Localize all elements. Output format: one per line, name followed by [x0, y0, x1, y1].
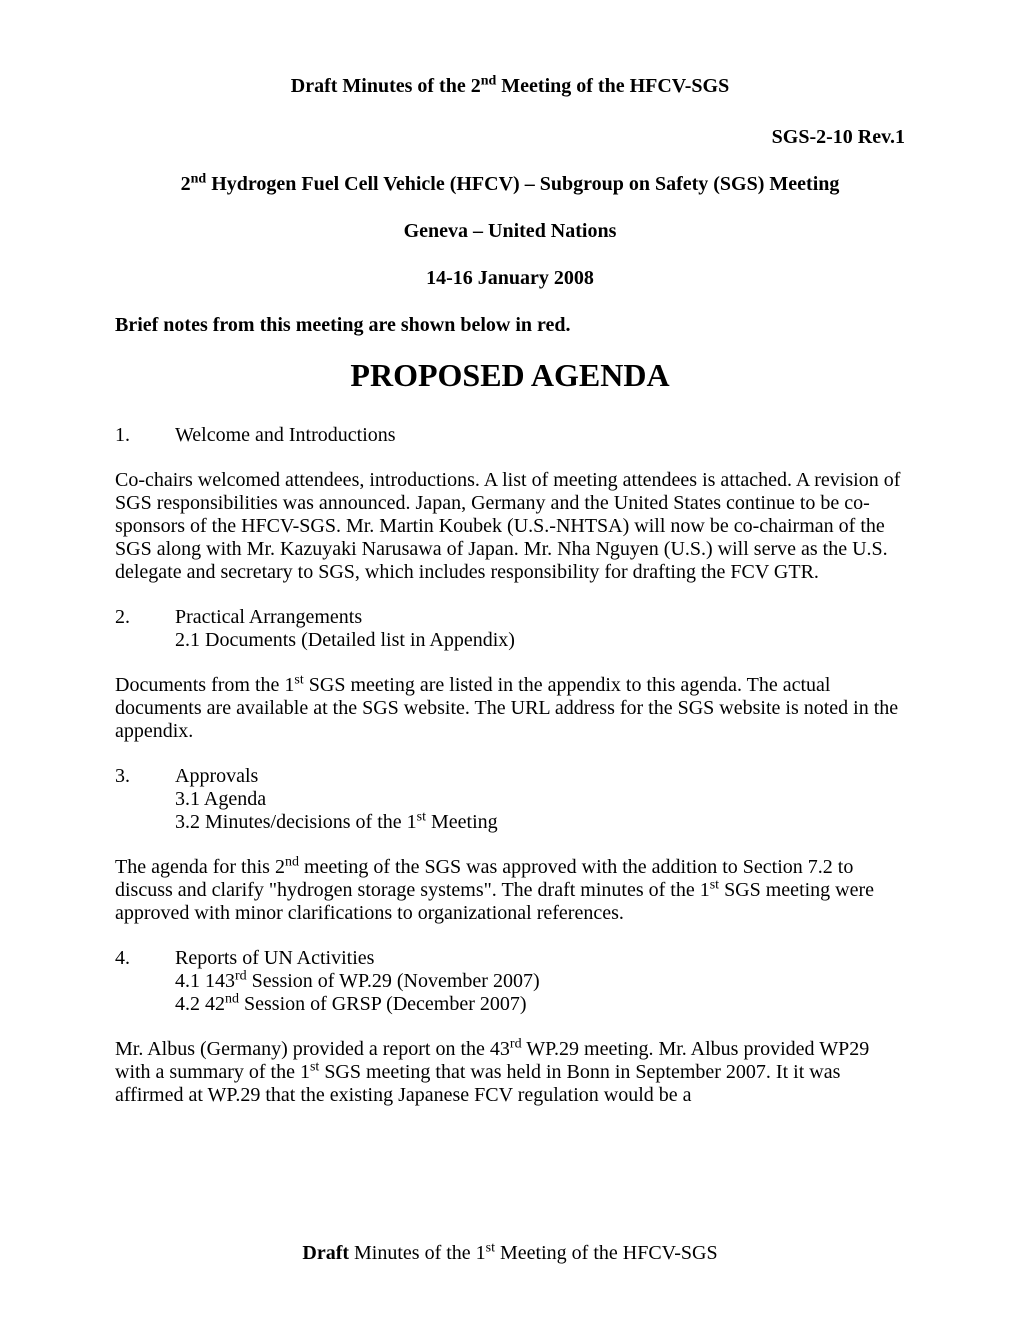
page-header: Draft Minutes of the 2nd Meeting of the …	[115, 75, 905, 98]
para-3-sup1: nd	[285, 854, 299, 869]
sub-41-sup: rd	[235, 968, 247, 983]
para-4-sup2: st	[310, 1059, 319, 1074]
page-footer: Draft Minutes of the 1st Meeting of the …	[0, 1242, 1020, 1265]
sub-32-sup: st	[417, 809, 426, 824]
sub-item: 2.1 Documents (Detailed list in Appendix…	[175, 629, 905, 652]
item-number: 3.	[115, 765, 175, 788]
item-label: Reports of UN Activities	[175, 947, 374, 970]
sub-item-41: 4.1 143rd Session of WP.29 (November 200…	[175, 970, 905, 993]
meeting-date: 14-16 January 2008	[115, 267, 905, 290]
header-sup: nd	[481, 73, 497, 88]
sub-32-b: Meeting	[426, 811, 498, 833]
item-number: 4.	[115, 947, 175, 970]
item-label: Practical Arrangements	[175, 606, 362, 629]
item-label: Welcome and Introductions	[175, 424, 396, 447]
para-3: The agenda for this 2nd meeting of the S…	[115, 856, 905, 925]
para-2-sup: st	[294, 672, 303, 687]
para-2-a: Documents from the 1	[115, 674, 294, 696]
sub-item-31: 3.1 Agenda	[175, 788, 905, 811]
sub-item-32: 3.2 Minutes/decisions of the 1st Meeting	[175, 811, 905, 834]
sub-42-b: Session of GRSP (December 2007)	[239, 993, 527, 1015]
sub-item-42: 4.2 42nd Session of GRSP (December 2007)	[175, 993, 905, 1016]
para-1: Co-chairs welcomed attendees, introducti…	[115, 469, 905, 584]
para-4: Mr. Albus (Germany) provided a report on…	[115, 1038, 905, 1107]
item-number: 2.	[115, 606, 175, 629]
para-3-sup2: st	[710, 877, 719, 892]
para-3-a: The agenda for this 2	[115, 856, 285, 878]
sub-41-b: Session of WP.29 (November 2007)	[247, 970, 540, 992]
footer-text-b: Meeting of the HFCV-SGS	[495, 1242, 718, 1264]
sub-32-a: 3.2 Minutes/decisions of the 1	[175, 811, 417, 833]
title-rest: Hydrogen Fuel Cell Vehicle (HFCV) – Subg…	[206, 173, 839, 195]
agenda-header: PROPOSED AGENDA	[115, 357, 905, 394]
agenda-item-4: 4. Reports of UN Activities 4.1 143rd Se…	[115, 947, 905, 1016]
para-4-a: Mr. Albus (Germany) provided a report on…	[115, 1038, 510, 1060]
brief-note: Brief notes from this meeting are shown …	[115, 314, 905, 337]
agenda-item-3: 3. Approvals 3.1 Agenda 3.2 Minutes/deci…	[115, 765, 905, 834]
sub-42-sup: nd	[225, 991, 239, 1006]
sub-41-a: 4.1 143	[175, 970, 235, 992]
para-4-sup1: rd	[510, 1036, 522, 1051]
title-pre: 2	[181, 173, 191, 195]
header-text-a: Minutes of the 2	[337, 75, 480, 97]
item-label: Approvals	[175, 765, 258, 788]
header-bold: Draft	[291, 75, 338, 97]
agenda-item-1: 1. Welcome and Introductions	[115, 424, 905, 447]
footer-sup: st	[486, 1240, 495, 1255]
agenda-item-2: 2. Practical Arrangements 2.1 Documents …	[115, 606, 905, 652]
item-number: 1.	[115, 424, 175, 447]
sub-42-a: 4.2 42	[175, 993, 225, 1015]
title-sup: nd	[191, 171, 207, 186]
document-title: 2nd Hydrogen Fuel Cell Vehicle (HFCV) – …	[115, 173, 905, 196]
para-2: Documents from the 1st SGS meeting are l…	[115, 674, 905, 743]
document-reference: SGS-2-10 Rev.1	[115, 126, 905, 149]
location: Geneva – United Nations	[115, 220, 905, 243]
footer-text-a: Minutes of the 1	[349, 1242, 486, 1264]
header-text-b: Meeting of the HFCV-SGS	[496, 75, 729, 97]
footer-bold: Draft	[302, 1242, 349, 1264]
